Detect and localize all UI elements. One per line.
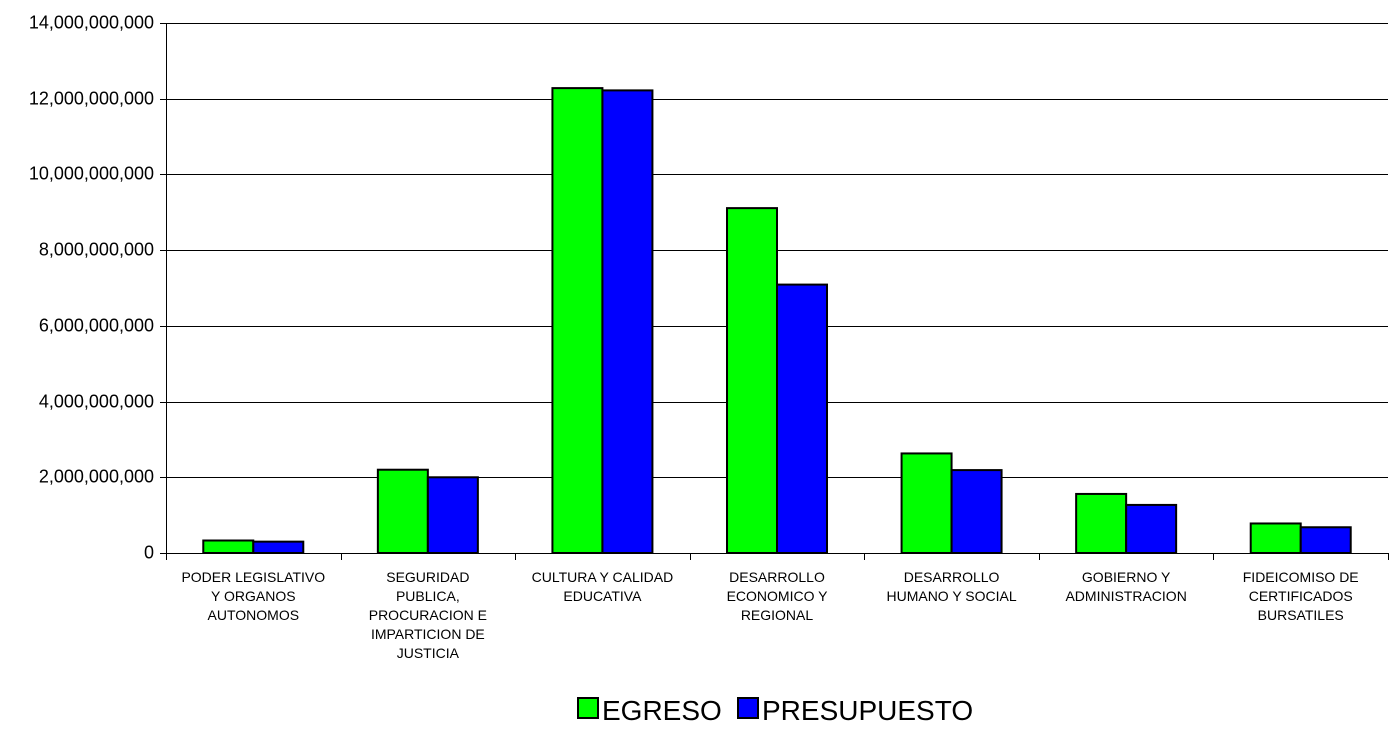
bar-presupuesto-3 (776, 283, 828, 554)
x-axis-category-labels: PODER LEGISLATIVO Y ORGANOS AUTONOMOS SEGUR… (181, 569, 1358, 661)
x-category-label-line: DESARROLLO (904, 569, 1000, 585)
bars (202, 87, 1352, 555)
legend-label-egreso: EGRESO (602, 695, 722, 726)
x-category-label-line: Y ORGANOS (211, 588, 296, 604)
bar-presupuesto-4 (950, 469, 1003, 555)
y-axis-tick-labels: 0 2,000,000,000 4,000,000,000 6,000,000,000… (29, 12, 154, 562)
legend: EGRESO PRESUPUESTO (577, 695, 973, 726)
x-category-label: DESARROLLO ECONOMICO Y REGIONAL (727, 569, 829, 623)
x-category-label-line: CULTURA Y CALIDAD (532, 569, 674, 585)
x-category-label-line: IMPARTICION DE (371, 626, 485, 642)
y-tick-label: 4,000,000,000 (39, 391, 154, 411)
x-category-label-line: REGIONAL (741, 607, 814, 623)
x-category-label-line: PODER LEGISLATIVO (181, 569, 325, 585)
y-tick-label: 10,000,000,000 (29, 163, 154, 183)
bar-presupuesto-1 (426, 476, 479, 554)
bar-presupuesto-2 (601, 89, 654, 554)
legend-swatch-egreso (577, 697, 599, 719)
x-category-label: CULTURA Y CALIDAD EDUCATIVA (532, 569, 674, 604)
x-category-label: SEGURIDAD PUBLICA, PROCURACION E IMPARTICIO… (369, 569, 487, 661)
bar-egreso-5 (1075, 492, 1128, 555)
legend-swatch-presupuesto (737, 697, 759, 719)
x-category-label-line: AUTONOMOS (208, 607, 300, 623)
x-category-label: DESARROLLO HUMANO Y SOCIAL (886, 569, 1016, 604)
bar-egreso-4 (900, 452, 953, 554)
x-category-label-line: JUSTICIA (397, 645, 460, 661)
bar-egreso-2 (551, 87, 604, 554)
y-tick-label: 0 (144, 542, 154, 562)
x-category-label-line: BURSATILES (1258, 607, 1344, 623)
bar-presupuesto-5 (1125, 503, 1178, 554)
bar-presupuesto-6 (1299, 526, 1352, 554)
x-category-label: PODER LEGISLATIVO Y ORGANOS AUTONOMOS (181, 569, 325, 623)
y-tick-label: 2,000,000,000 (39, 466, 154, 486)
x-category-label-line: DESARROLLO (729, 569, 825, 585)
y-tick-label: 6,000,000,000 (39, 315, 154, 335)
x-category-label-line: EDUCATIVA (563, 588, 642, 604)
x-category-label-line: CERTIFICADOS (1249, 588, 1353, 604)
y-tick-label: 14,000,000,000 (29, 12, 154, 32)
x-category-label-line: SEGURIDAD (386, 569, 469, 585)
bar-presupuesto-0 (252, 540, 305, 555)
bar-egreso-0 (202, 539, 255, 554)
x-category-label: GOBIERNO Y ADMINISTRACION (1065, 569, 1186, 604)
x-category-label-line: GOBIERNO Y (1082, 569, 1171, 585)
bar-egreso-1 (376, 468, 429, 555)
y-tick-label: 12,000,000,000 (29, 88, 154, 108)
x-category-label: FIDEICOMISO DE CERTIFICADOS BURSATILES (1243, 569, 1359, 623)
x-category-label-line: PUBLICA, (396, 588, 460, 604)
bar-egreso-6 (1249, 522, 1302, 555)
x-category-label-line: ECONOMICO Y (727, 588, 829, 604)
x-category-label-line: ADMINISTRACION (1065, 588, 1186, 604)
bar-egreso-3 (726, 207, 778, 554)
x-category-label-line: PROCURACION E (369, 607, 487, 623)
y-tick-label: 8,000,000,000 (39, 239, 154, 259)
x-category-label-line: FIDEICOMISO DE (1243, 569, 1359, 585)
axes (160, 23, 1389, 560)
x-category-label-line: HUMANO Y SOCIAL (886, 588, 1016, 604)
legend-label-presupuesto: PRESUPUESTO (762, 695, 973, 726)
